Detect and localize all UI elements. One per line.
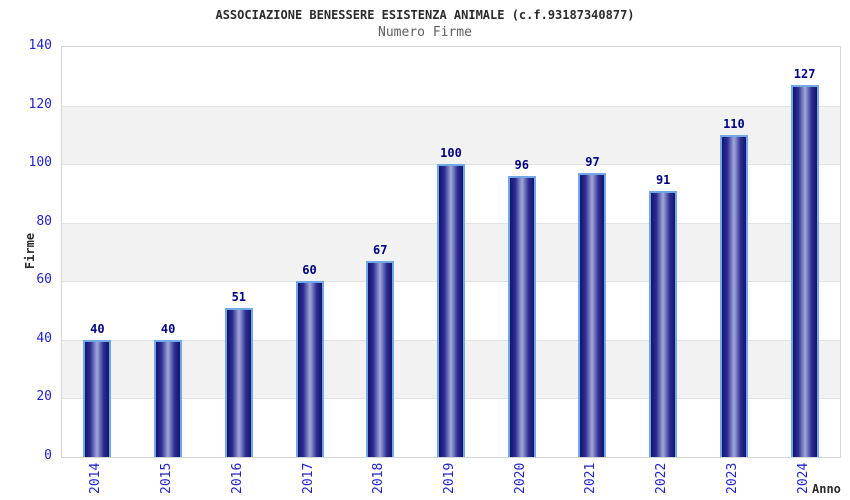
chart-subtitle: Numero Firme [378, 25, 472, 40]
bar-value-label: 51 [231, 289, 247, 304]
bar-2017 [295, 281, 324, 457]
bar-value-label: 97 [585, 154, 600, 169]
bar-2024 [790, 85, 819, 457]
x-tick-label: 2016 [229, 462, 245, 494]
x-tick-label: 2019 [442, 462, 457, 494]
y-tick-label: 40 [36, 330, 52, 346]
bar-value-label: 100 [440, 146, 462, 161]
bar-2014 [83, 339, 112, 457]
bar-value-label: 127 [793, 67, 816, 82]
gridline [62, 105, 840, 107]
x-tick-label: 2020 [512, 462, 528, 494]
bar-value-label: 40 [90, 321, 105, 336]
bar-2021 [578, 172, 607, 457]
x-tick-label: 2015 [159, 462, 175, 494]
y-tick-label: 20 [36, 389, 52, 405]
bar-2023 [719, 134, 748, 457]
bar-value-label: 110 [723, 116, 745, 131]
grid-band [62, 105, 840, 165]
x-tick-label: 2014 [88, 462, 104, 494]
bar-2019 [437, 164, 465, 457]
chart-title: ASSOCIAZIONE BENESSERE ESISTENZA ANIMALE… [215, 8, 635, 22]
y-tick-label: 100 [28, 155, 52, 171]
bar-value-label: 91 [655, 172, 671, 187]
bar-2022 [649, 190, 678, 457]
bar-2015 [154, 339, 183, 457]
bar-value-label: 60 [302, 263, 317, 278]
x-axis-title: Anno [812, 482, 841, 496]
x-tick-label: 2021 [583, 462, 599, 494]
x-tick-label: 2022 [654, 462, 670, 494]
x-tick-label: 2023 [724, 462, 740, 494]
plot-area: 40 40 51 60 67 100 96 97 91 110 127 [61, 46, 841, 458]
y-tick-label: 120 [28, 96, 52, 112]
bar-2018 [366, 260, 395, 457]
x-tick-label: 2018 [371, 462, 387, 494]
x-tick-label: 2017 [300, 462, 316, 494]
y-tick-label: 60 [36, 272, 52, 288]
x-tick-label: 2024 [795, 462, 811, 494]
bar-2020 [507, 175, 536, 457]
y-tick-label: 0 [44, 448, 52, 463]
bar-value-label: 40 [160, 321, 176, 336]
bar-value-label: 96 [514, 157, 529, 172]
y-axis-title: Firme [23, 232, 37, 270]
bar-value-label: 67 [373, 242, 388, 257]
bar-2016 [224, 307, 253, 457]
y-tick-label: 140 [28, 38, 52, 53]
y-tick-label: 80 [36, 213, 52, 229]
